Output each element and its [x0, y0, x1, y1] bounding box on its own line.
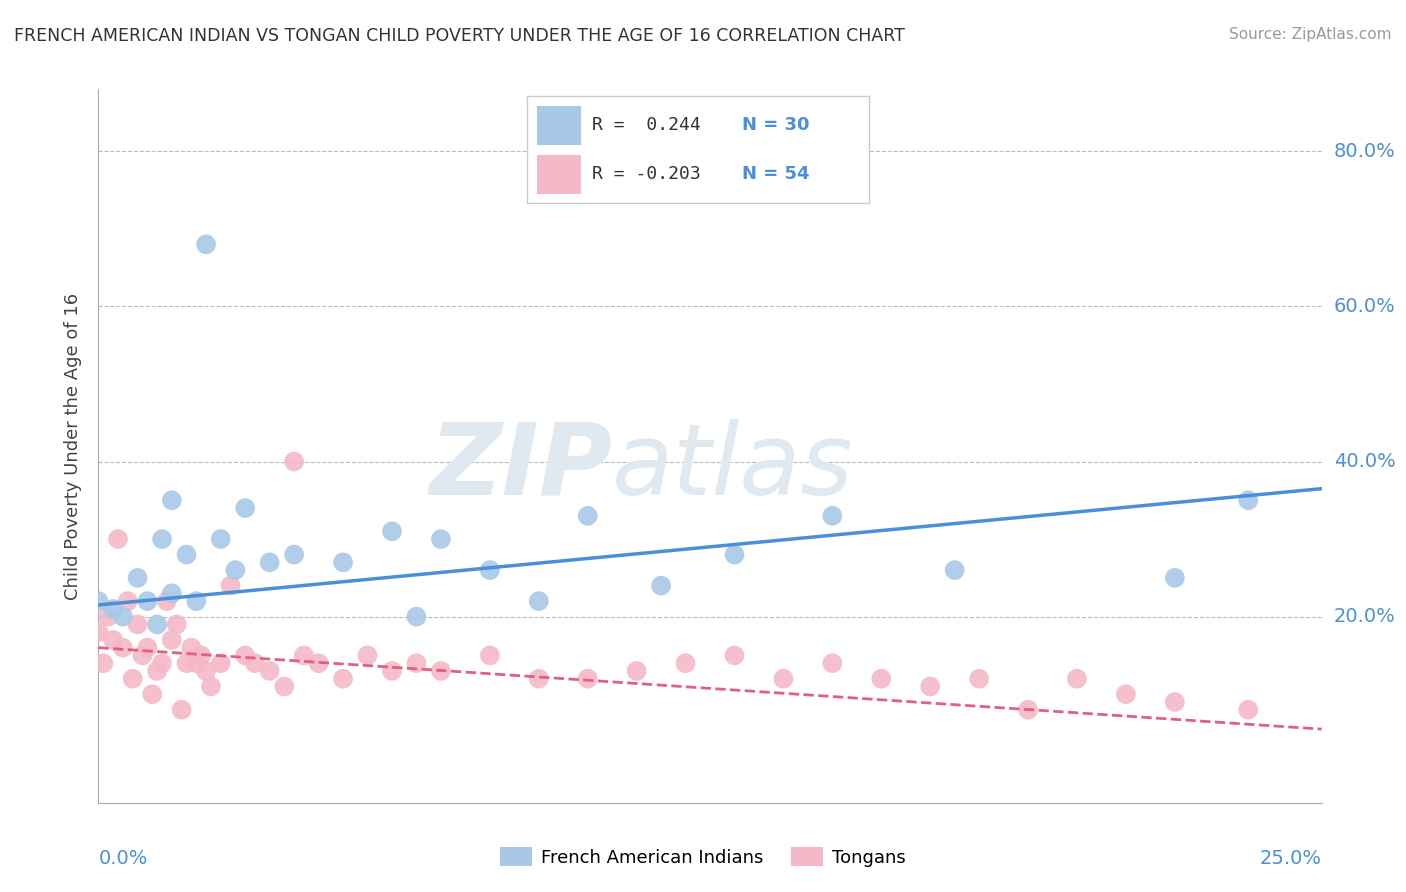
Point [308, 656, 330, 670]
Point [821, 508, 844, 523]
Point [259, 664, 281, 678]
Y-axis label: Child Poverty Under the Age of 16: Child Poverty Under the Age of 16 [65, 293, 83, 599]
Point [870, 672, 893, 686]
Point [967, 672, 990, 686]
Point [233, 648, 256, 663]
Point [209, 532, 232, 546]
Point [1115, 687, 1137, 701]
Point [150, 532, 173, 546]
Text: atlas: atlas [612, 419, 853, 516]
Point [150, 656, 173, 670]
Point [675, 656, 697, 670]
Point [186, 656, 208, 670]
Point [821, 656, 844, 670]
Text: ZIP: ZIP [429, 419, 612, 516]
Text: FRENCH AMERICAN INDIAN VS TONGAN CHILD POVERTY UNDER THE AGE OF 16 CORRELATION C: FRENCH AMERICAN INDIAN VS TONGAN CHILD P… [14, 27, 905, 45]
Text: 40.0%: 40.0% [1334, 452, 1396, 471]
Point [121, 672, 143, 686]
Text: 60.0%: 60.0% [1334, 297, 1396, 316]
Text: 0.0%: 0.0% [98, 849, 148, 868]
Point [405, 656, 427, 670]
Point [381, 664, 404, 678]
Point [920, 680, 942, 694]
Point [91, 656, 114, 670]
Text: 25.0%: 25.0% [1260, 849, 1322, 868]
Point [626, 664, 648, 678]
Point [224, 563, 246, 577]
Point [356, 648, 378, 663]
Point [186, 594, 208, 608]
Point [97, 609, 120, 624]
Point [332, 672, 354, 686]
Point [576, 508, 599, 523]
Text: 20.0%: 20.0% [1334, 607, 1396, 626]
Point [146, 664, 169, 678]
Point [166, 617, 188, 632]
Point [576, 672, 599, 686]
Point [156, 594, 179, 608]
Point [650, 579, 672, 593]
Point [111, 609, 134, 624]
Point [527, 672, 550, 686]
Point [146, 617, 169, 632]
Point [107, 532, 129, 546]
Point [1066, 672, 1088, 686]
Point [170, 703, 193, 717]
Legend: French American Indians, Tongans: French American Indians, Tongans [492, 840, 914, 874]
Point [527, 594, 550, 608]
Point [332, 555, 354, 569]
Point [283, 454, 305, 468]
Point [1164, 571, 1187, 585]
Point [127, 571, 149, 585]
Point [233, 501, 256, 516]
Point [1017, 703, 1039, 717]
Point [127, 617, 149, 632]
Point [430, 532, 453, 546]
Point [430, 664, 453, 678]
Point [160, 493, 183, 508]
Point [405, 609, 427, 624]
Point [195, 664, 218, 678]
Point [723, 548, 745, 562]
Point [723, 648, 745, 663]
Point [772, 672, 794, 686]
Point [131, 648, 153, 663]
Point [87, 625, 110, 640]
Point [943, 563, 966, 577]
Point [111, 640, 134, 655]
Point [243, 656, 266, 670]
Text: Source: ZipAtlas.com: Source: ZipAtlas.com [1229, 27, 1392, 42]
Point [292, 648, 315, 663]
Point [136, 594, 159, 608]
Point [136, 640, 159, 655]
Point [1164, 695, 1187, 709]
Point [273, 680, 295, 694]
Point [180, 640, 202, 655]
Point [160, 632, 183, 647]
Point [200, 680, 222, 694]
Point [87, 594, 110, 608]
Point [117, 594, 139, 608]
Point [1237, 493, 1260, 508]
Point [160, 586, 183, 600]
Point [478, 563, 501, 577]
Point [209, 656, 232, 670]
Point [283, 548, 305, 562]
Point [101, 602, 124, 616]
Point [195, 237, 218, 252]
Point [101, 632, 124, 647]
Text: 80.0%: 80.0% [1334, 142, 1396, 161]
Point [219, 579, 242, 593]
Point [1237, 703, 1260, 717]
Point [190, 648, 212, 663]
Point [381, 524, 404, 539]
Point [259, 555, 281, 569]
Point [478, 648, 501, 663]
Point [141, 687, 163, 701]
Point [176, 548, 198, 562]
Point [176, 656, 198, 670]
